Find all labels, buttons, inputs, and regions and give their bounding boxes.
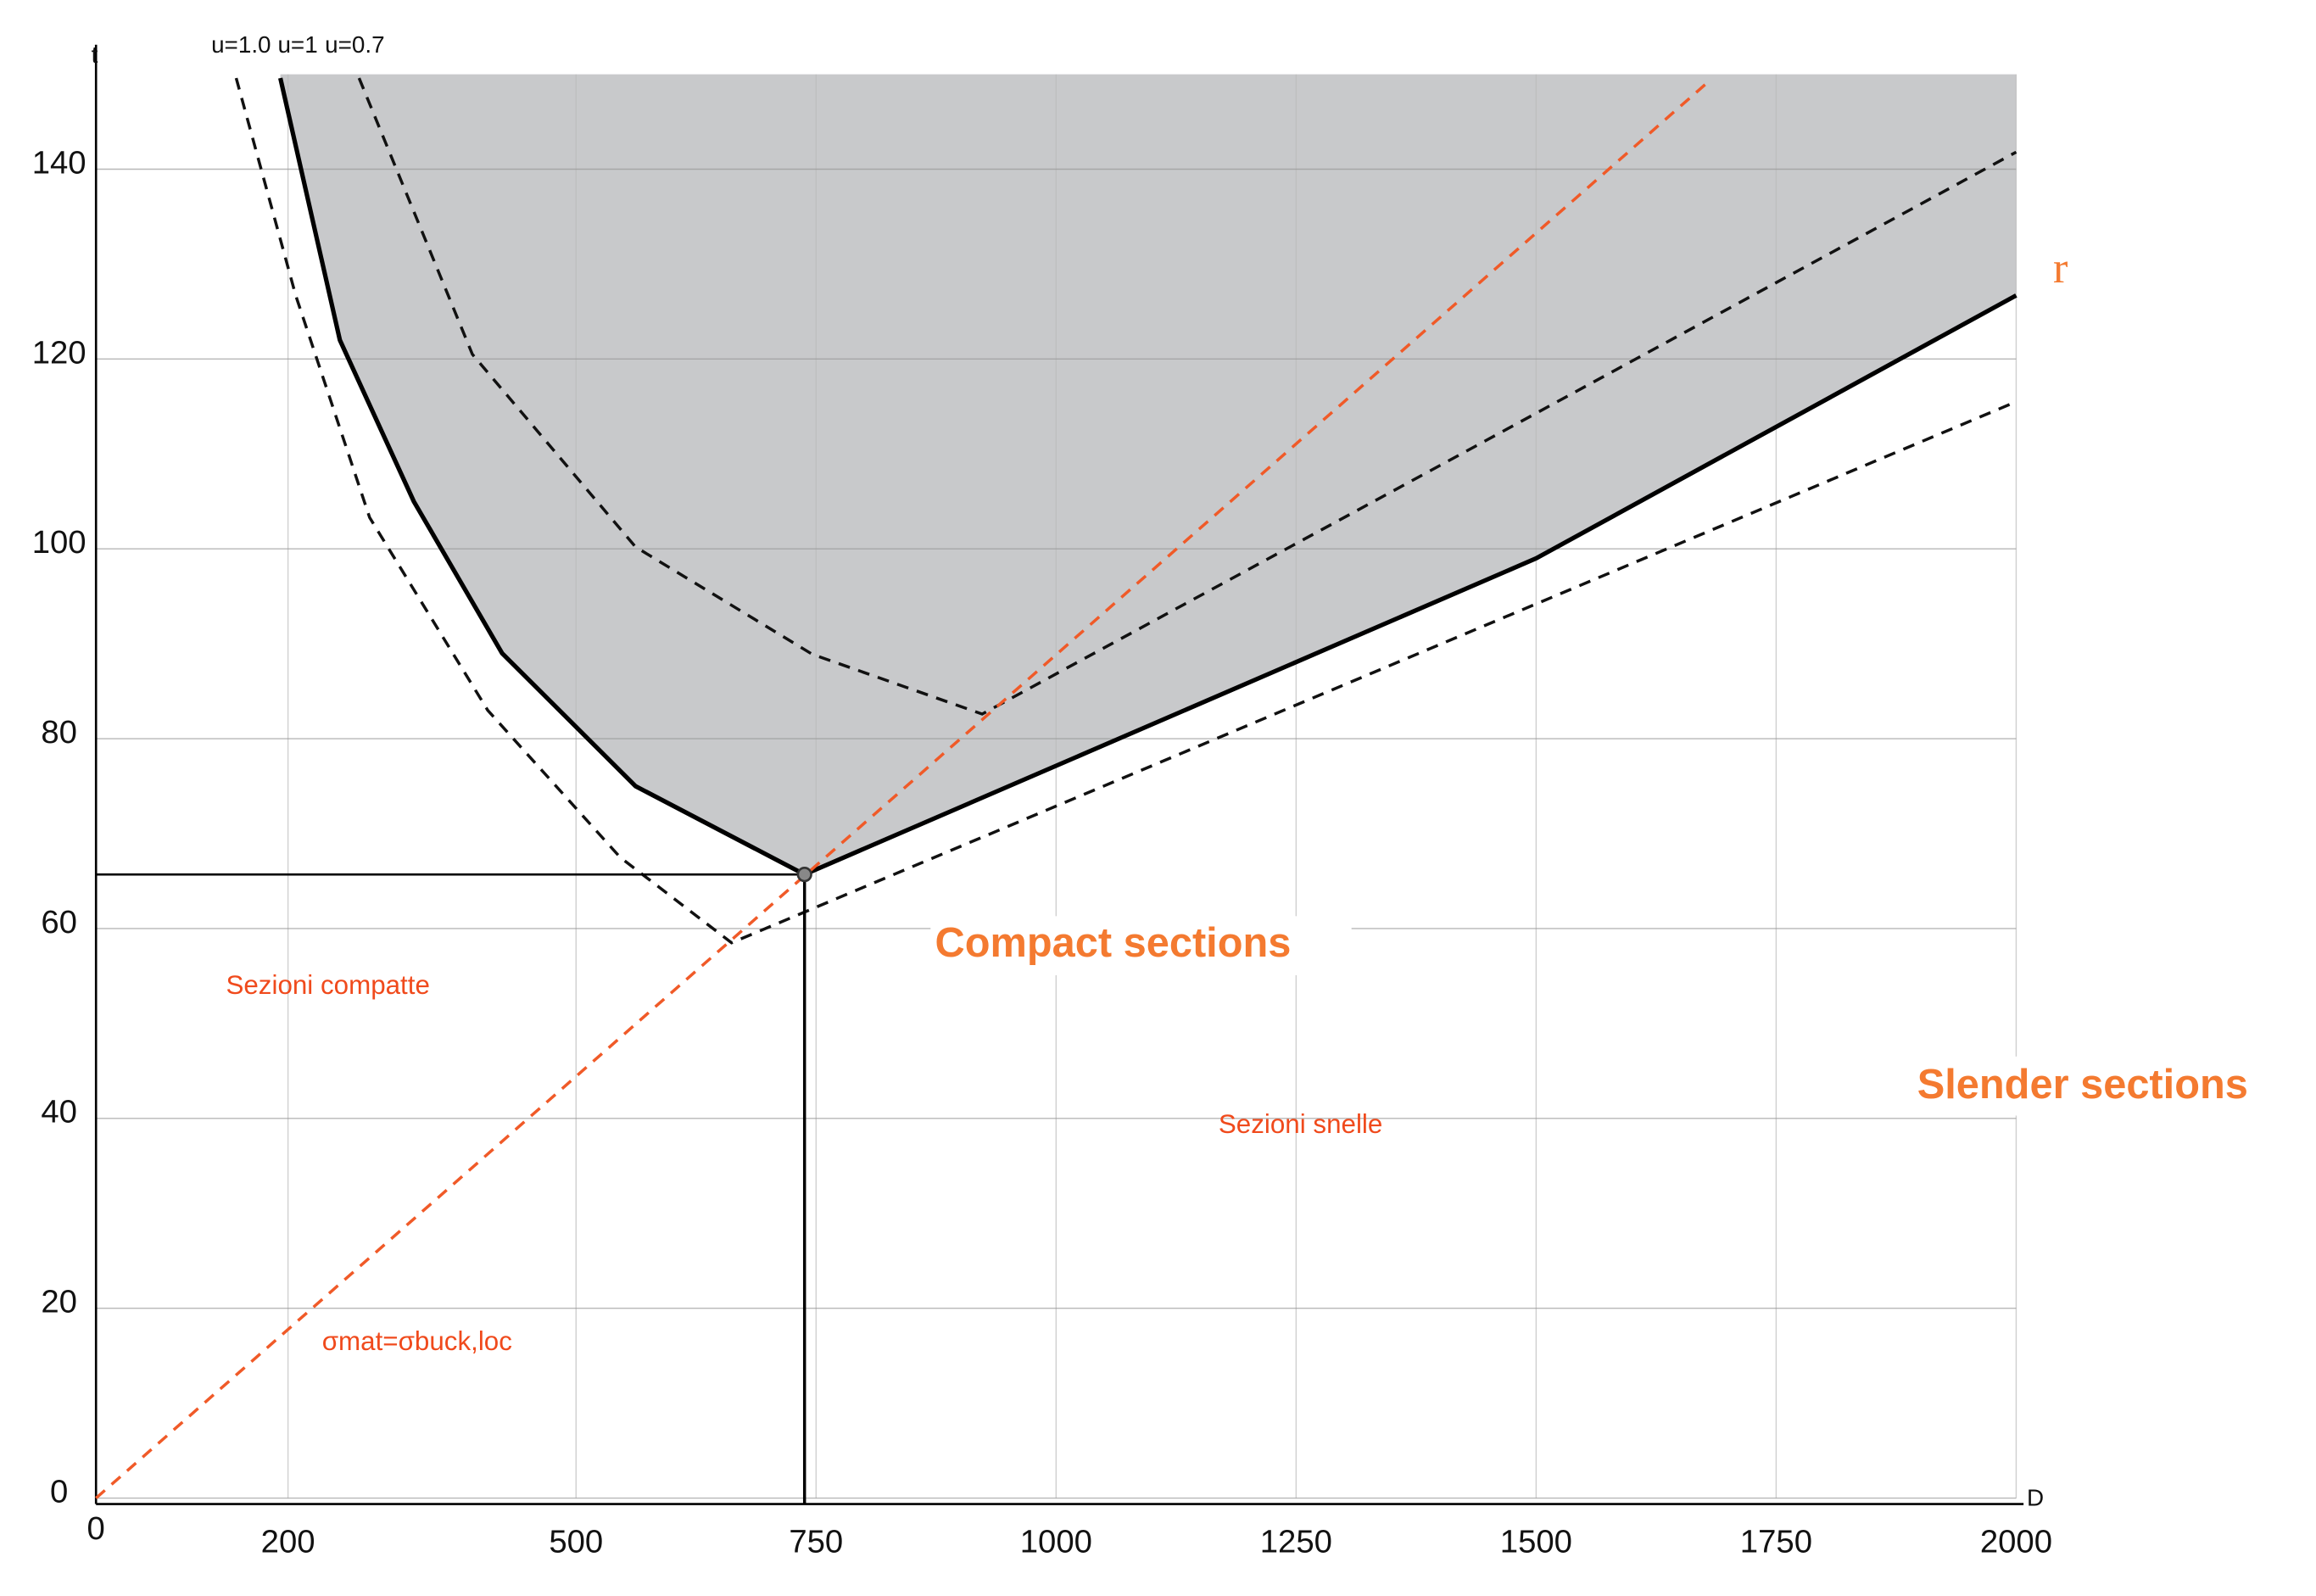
y-axis-label: t xyxy=(92,42,98,68)
vertex-point xyxy=(796,867,812,883)
x-tick-label: 750 xyxy=(789,1524,843,1560)
label-background xyxy=(1905,1056,2312,1116)
annotation: Compact sections xyxy=(935,920,1292,966)
x-tick-label: 200 xyxy=(261,1524,315,1560)
x-tick-label: 1000 xyxy=(1020,1524,1092,1560)
line-label: r xyxy=(2053,243,2068,293)
y-tick-label: 140 xyxy=(32,144,87,181)
annotation: Sezioni compatte xyxy=(226,970,429,1000)
x-tick-label: 1500 xyxy=(1500,1524,1572,1560)
y-tick-label: 60 xyxy=(41,904,77,940)
y-tick-label: 40 xyxy=(41,1094,77,1130)
feasible-region xyxy=(280,74,2017,875)
x-tick-label: 0 xyxy=(87,1510,105,1547)
y-tick-label: 20 xyxy=(41,1284,77,1320)
annotation: Slender sections xyxy=(1917,1062,2248,1108)
curve-label: u=1 xyxy=(277,31,317,58)
curve-label: u=1.0 xyxy=(211,31,271,58)
label-background xyxy=(930,916,1352,976)
curve-label: u=0.7 xyxy=(325,31,385,58)
x-tick-label: 1250 xyxy=(1260,1524,1332,1560)
x-tick-label: 500 xyxy=(549,1524,603,1560)
curve xyxy=(357,77,2017,716)
x-axis-label: D xyxy=(2027,1485,2044,1511)
y-tick-label: 80 xyxy=(41,714,77,751)
y-tick-label: 120 xyxy=(32,334,87,371)
annotation: Sezioni snelle xyxy=(1219,1109,1382,1139)
y-tick-label: 100 xyxy=(32,524,87,561)
curve xyxy=(95,82,1707,1499)
y-tick-label: 0 xyxy=(50,1473,68,1510)
x-tick-label: 1750 xyxy=(1740,1524,1812,1560)
annotation: σmat=σbuck,loc xyxy=(322,1326,512,1356)
curve xyxy=(278,77,2017,878)
x-tick-label: 2000 xyxy=(1980,1524,2052,1560)
